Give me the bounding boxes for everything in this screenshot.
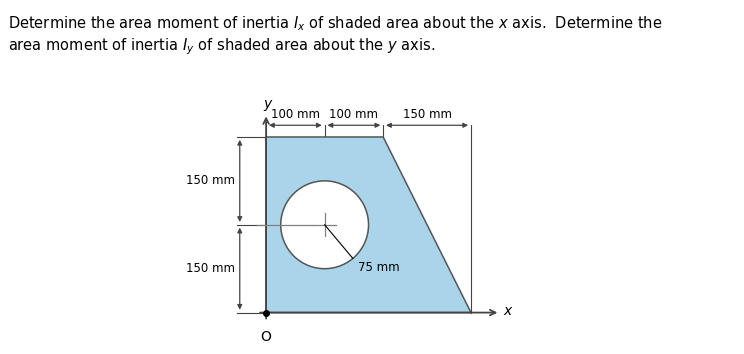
Text: 150 mm: 150 mm [186,262,235,275]
Text: 100 mm: 100 mm [271,108,320,121]
Polygon shape [266,137,471,313]
Text: y: y [263,97,272,111]
Text: area moment of inertia $I_y$ of shaded area about the $y$ axis.: area moment of inertia $I_y$ of shaded a… [8,37,435,57]
Text: 150 mm: 150 mm [186,175,235,187]
Text: x: x [503,304,511,318]
Text: Determine the area moment of inertia $I_x$ of shaded area about the $x$ axis.  D: Determine the area moment of inertia $I_… [8,15,662,33]
Text: 75 mm: 75 mm [358,261,400,274]
Text: 100 mm: 100 mm [330,108,379,121]
Text: 150 mm: 150 mm [403,108,452,121]
Circle shape [280,181,368,269]
Text: O: O [260,330,272,344]
